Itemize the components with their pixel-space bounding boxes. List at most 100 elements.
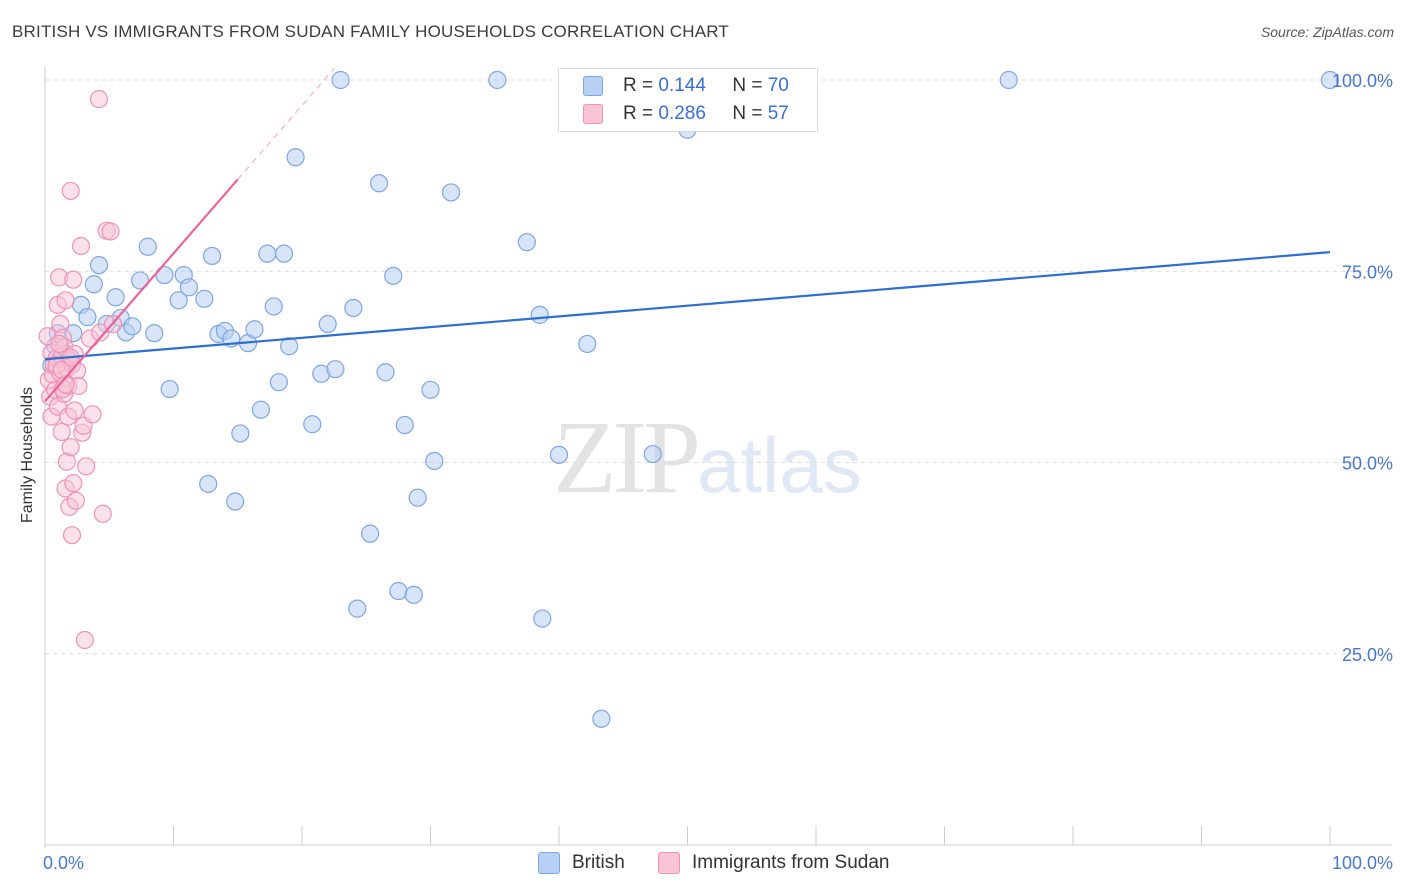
british-point <box>326 360 345 379</box>
legend-row-sudan: R = 0.286 N = 57 <box>583 102 789 126</box>
british-point <box>160 379 179 399</box>
british-point <box>106 288 125 307</box>
sudan-n-value: 57 <box>767 103 789 124</box>
british-point <box>517 233 536 252</box>
british-point <box>421 380 440 399</box>
british-swatch <box>583 76 603 96</box>
british-point <box>441 183 461 202</box>
sudan-point <box>56 291 75 310</box>
british-point <box>404 585 423 604</box>
british-point <box>169 291 188 310</box>
sudan-point <box>64 474 83 493</box>
british-point <box>530 305 549 324</box>
british-point <box>264 297 283 316</box>
legend-row-british: R = 0.144 N = 70 <box>583 74 789 98</box>
british-point <box>425 451 444 471</box>
sudan-point <box>61 181 80 201</box>
british-point <box>643 444 662 464</box>
british-point <box>258 244 277 263</box>
british-point <box>245 320 264 339</box>
british-point <box>549 445 569 464</box>
sudan-point <box>50 334 69 354</box>
british-point <box>578 334 597 354</box>
british-point <box>286 148 305 167</box>
correlation-legend: R = 0.144 N = 70 R = 0.286 N = 57 <box>558 68 818 132</box>
sudan-point <box>52 422 71 441</box>
british-point <box>274 244 294 263</box>
british-point <box>199 474 218 494</box>
legend-n-label: N = <box>732 75 763 96</box>
legend-r-label: R = <box>623 103 654 124</box>
british-point <box>408 488 427 507</box>
sudan-trend-extension <box>237 68 335 180</box>
tick-labels: 25.0% 50.0% 75.0% 100.0% 0.0% 100.0% <box>43 71 1393 873</box>
british-point <box>269 373 288 392</box>
british-point <box>1320 70 1340 90</box>
british-point <box>348 599 367 618</box>
british-point <box>123 317 142 336</box>
british-point <box>280 337 299 356</box>
sudan-point <box>71 236 91 256</box>
british-point <box>179 278 199 297</box>
watermark-zip: ZIP <box>553 400 701 515</box>
british-point <box>202 246 222 266</box>
legend-n-label: N = <box>732 103 763 124</box>
sudan-r-value: 0.286 <box>658 103 706 124</box>
british-point <box>533 609 552 628</box>
axes <box>44 66 1392 848</box>
british-point <box>231 424 250 443</box>
legend-r-label: R = <box>623 75 654 96</box>
british-point <box>195 289 214 308</box>
bottom-legend-british-label: British <box>572 852 625 873</box>
sudan-point <box>77 457 96 476</box>
british-point <box>361 524 380 543</box>
british-point <box>78 308 97 327</box>
british-point <box>376 363 395 382</box>
sudan-point <box>64 270 83 289</box>
british-point <box>138 237 157 256</box>
british-point <box>251 400 270 419</box>
british-point <box>226 492 245 511</box>
sudan-swatch <box>658 852 680 874</box>
watermark-atlas: atlas <box>697 421 862 509</box>
british-point <box>145 324 164 343</box>
y-tick-label: 100.0% <box>1332 71 1393 91</box>
source-label: Source: ZipAtlas.com <box>1260 24 1394 40</box>
y-tick-label: 25.0% <box>1342 645 1393 665</box>
sudan-trend-line <box>44 178 239 403</box>
british-point <box>303 415 322 434</box>
sudan-point <box>65 401 84 420</box>
sudan-point <box>62 526 82 545</box>
british-point <box>331 70 350 90</box>
british-point <box>999 70 1018 90</box>
sudan-point <box>52 360 71 380</box>
y-tick-label: 75.0% <box>1342 262 1393 282</box>
watermark: ZIPatlas <box>553 398 862 517</box>
british-point <box>318 314 337 334</box>
x-tick-label: 100.0% <box>1332 853 1393 873</box>
british-point <box>370 174 389 193</box>
sudan-swatch <box>583 104 603 124</box>
bottom-legend-british: British <box>538 852 625 874</box>
british-point <box>84 275 103 294</box>
sudan-point <box>75 630 94 650</box>
y-tick-label: 50.0% <box>1342 454 1393 474</box>
british-r-value: 0.144 <box>658 75 706 96</box>
sudan-point <box>89 90 109 109</box>
british-point <box>389 581 408 601</box>
bottom-legend-sudan-label: Immigrants from Sudan <box>692 852 890 873</box>
british-n-value: 70 <box>767 75 789 96</box>
sudan-point <box>83 405 102 424</box>
sudan-points <box>38 90 123 650</box>
gridlines <box>45 79 1392 655</box>
sudan-point <box>93 504 112 523</box>
british-point <box>89 256 109 275</box>
british-point <box>384 266 403 285</box>
sudan-point <box>61 438 80 457</box>
british-swatch <box>538 852 560 874</box>
sudan-point <box>91 323 110 342</box>
british-points <box>42 70 1340 728</box>
x-tick-label: 0.0% <box>43 853 84 873</box>
chart-title: BRITISH VS IMMIGRANTS FROM SUDAN FAMILY … <box>12 22 729 41</box>
